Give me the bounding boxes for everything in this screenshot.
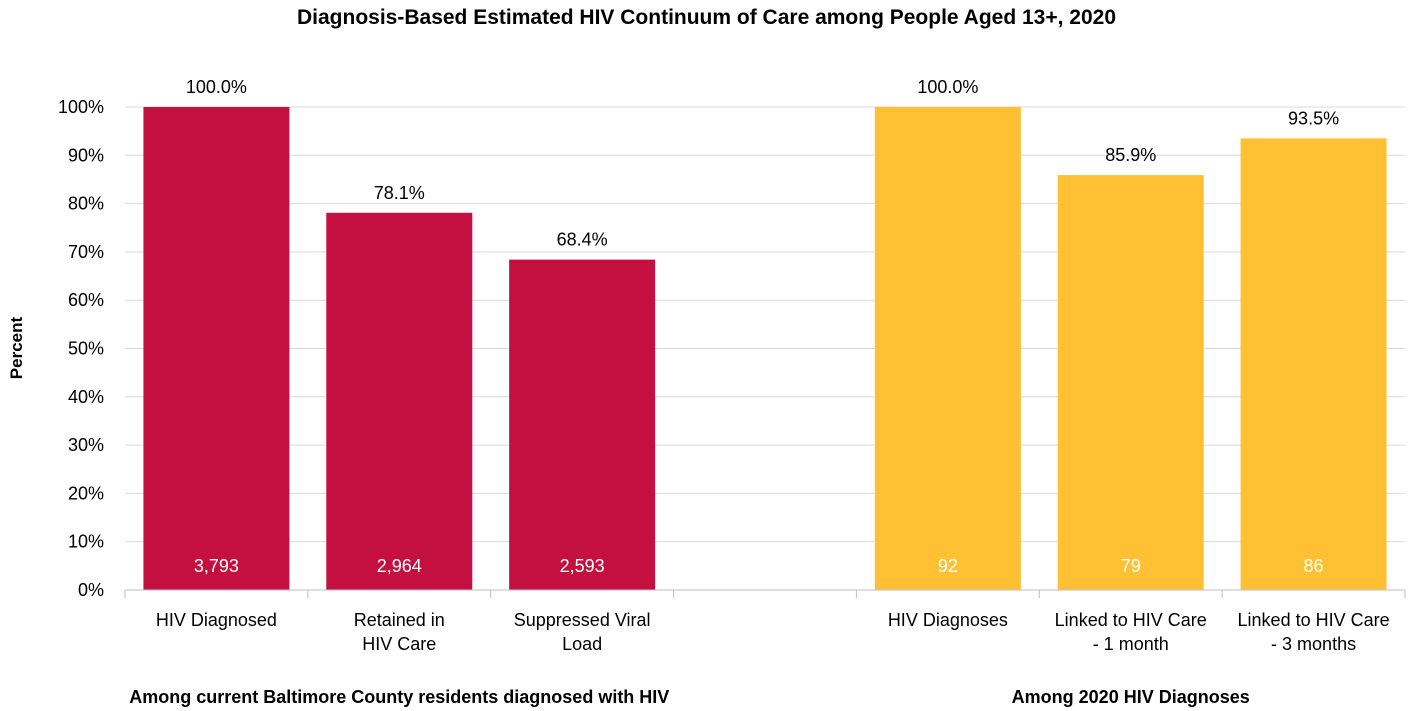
count-label: 2,964 xyxy=(377,556,422,576)
count-label: 86 xyxy=(1304,556,1324,576)
y-tick-label: 10% xyxy=(68,532,104,552)
y-tick-label: 100% xyxy=(58,97,104,117)
group-label: Among 2020 HIV Diagnoses xyxy=(1012,687,1250,707)
group-label: Among current Baltimore County residents… xyxy=(129,687,669,707)
count-label: 2,593 xyxy=(560,556,605,576)
bar xyxy=(874,107,1021,590)
bar xyxy=(1057,175,1204,590)
category-label: Suppressed Viral xyxy=(514,610,651,630)
bars xyxy=(143,107,1387,591)
category-label: - 1 month xyxy=(1093,634,1169,654)
chart-title: Diagnosis-Based Estimated HIV Continuum … xyxy=(297,6,1116,29)
gridlines xyxy=(125,106,1405,543)
y-tick-label: 60% xyxy=(68,290,104,310)
value-label: 85.9% xyxy=(1105,145,1156,165)
y-axis-title: Percent xyxy=(7,316,26,379)
bar xyxy=(1240,138,1387,590)
category-label: HIV Diagnosed xyxy=(156,610,277,630)
value-label: 100.0% xyxy=(917,77,978,97)
y-tick-label: 90% xyxy=(68,145,104,165)
category-label: Retained in xyxy=(354,610,445,630)
count-label: 79 xyxy=(1121,556,1141,576)
y-tick-label: 40% xyxy=(68,387,104,407)
y-tick-label: 70% xyxy=(68,242,104,262)
bar xyxy=(509,259,656,590)
labels: 0% 10% 20% 30% 40% 50% 60% 70% 80% 90% 100% 100.0% 3… xyxy=(58,77,1390,707)
value-label: 100.0% xyxy=(186,77,247,97)
y-tick-label: 50% xyxy=(68,339,104,359)
y-tick-label: 80% xyxy=(68,194,104,214)
category-label: Load xyxy=(562,634,602,654)
y-tick-label: 20% xyxy=(68,483,104,503)
x-axis xyxy=(124,589,1406,598)
value-label: 68.4% xyxy=(557,230,608,250)
category-label: HIV Diagnoses xyxy=(888,610,1008,630)
category-label: HIV Care xyxy=(362,634,436,654)
count-label: 3,793 xyxy=(194,556,239,576)
category-label: Linked to HIV Care xyxy=(1055,610,1207,630)
y-tick-label: 30% xyxy=(68,435,104,455)
bar xyxy=(326,212,473,591)
value-label: 93.5% xyxy=(1288,108,1339,128)
bar xyxy=(143,107,290,590)
category-label: Linked to HIV Care xyxy=(1238,610,1390,630)
y-tick-label: 0% xyxy=(78,580,104,600)
category-label: - 3 months xyxy=(1271,634,1356,654)
value-label: 78.1% xyxy=(374,183,425,203)
count-label: 92 xyxy=(938,556,958,576)
